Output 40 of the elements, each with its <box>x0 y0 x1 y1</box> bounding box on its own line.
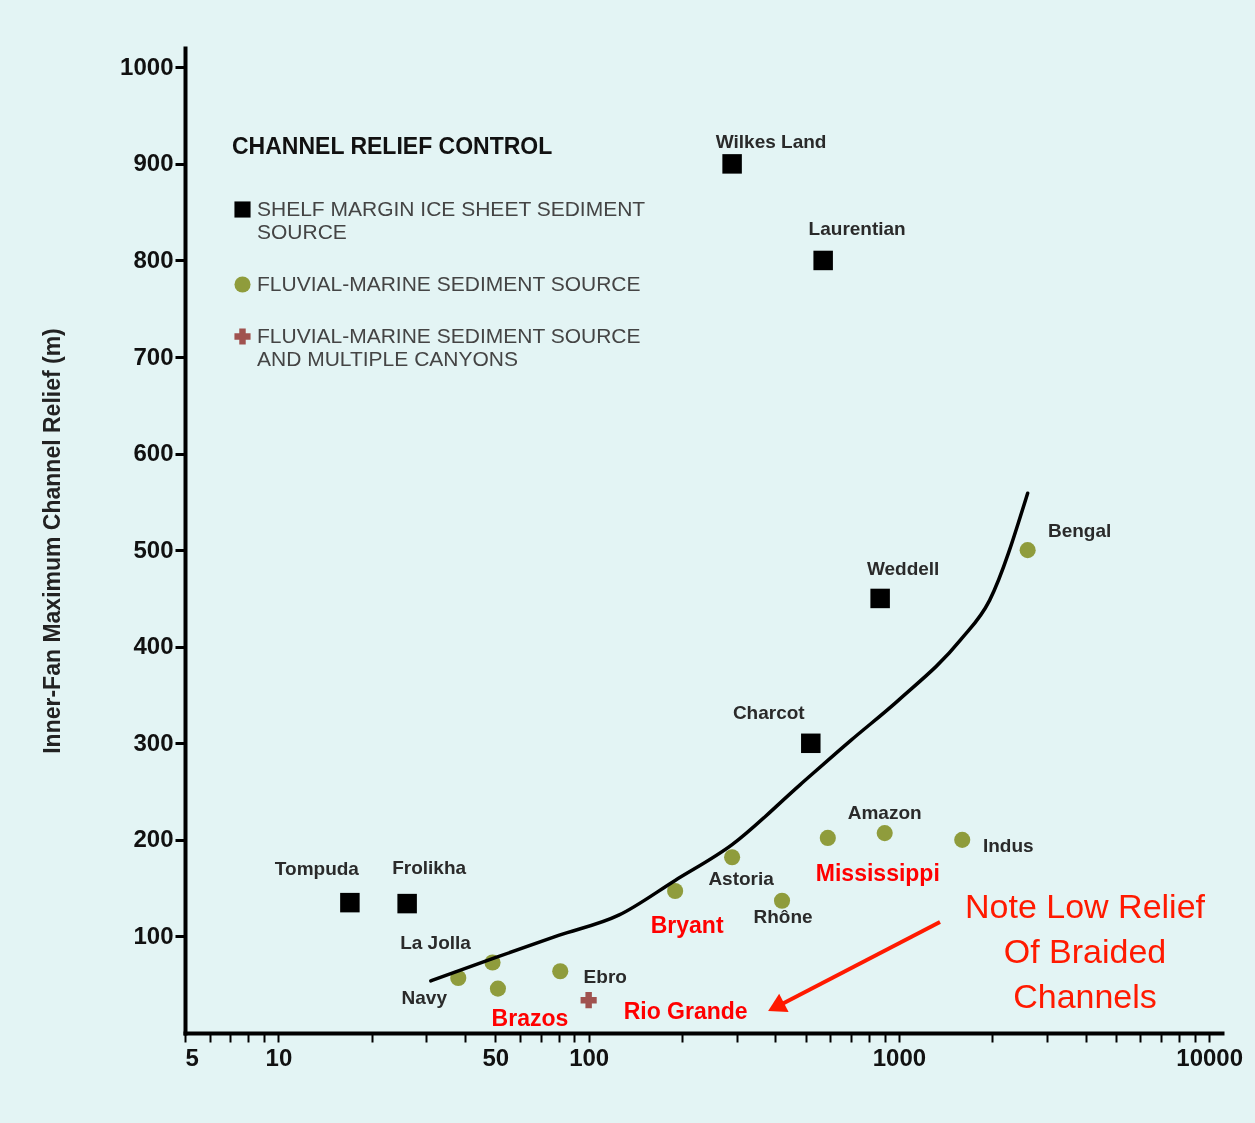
y-tick-label: 1000 <box>120 52 174 80</box>
y-tick-label: 800 <box>133 245 174 273</box>
annotation: Wilkes Land <box>715 130 827 152</box>
annotation: Amazon <box>847 802 922 824</box>
annotation: Frolikha <box>392 856 467 878</box>
x-tick-label: 100 <box>569 1043 610 1071</box>
annotation: Weddell <box>866 558 940 580</box>
y-tick-label: 600 <box>133 439 174 467</box>
legend-title: CHANNEL RELIEF CONTROL <box>232 133 553 159</box>
x-tick-label: 5 <box>185 1043 199 1071</box>
x-tick-label: 50 <box>482 1043 510 1071</box>
annotation: Ebro <box>583 966 627 988</box>
annotation: Navy <box>401 986 448 1008</box>
annotation: Rhône <box>753 905 813 927</box>
legend-label: FLUVIAL-MARINE SEDIMENT SOURCE <box>257 271 641 295</box>
y-tick-label: 900 <box>133 149 174 177</box>
annotation: Rio Grande <box>623 998 748 1025</box>
annotation: Indus <box>982 834 1034 856</box>
x-tick-label: 10 <box>265 1043 293 1071</box>
y-tick-label: 200 <box>133 825 174 853</box>
y-tick-label: 700 <box>133 342 174 370</box>
x-tick-label: 1000 <box>872 1043 927 1071</box>
annotation: Mississippi <box>815 859 940 886</box>
x-tick-label: 10000 <box>1176 1043 1244 1071</box>
y-tick-label: 400 <box>133 632 174 660</box>
annotation: Bryant <box>650 912 724 939</box>
legend-label: FLUVIAL-MARINE SEDIMENT SOURCE AND MULTIPLE CANYONS <box>257 323 641 370</box>
legend-label: SHELF MARGIN ICE SHEET SEDIMENT SOURCE <box>257 196 646 243</box>
annotation: Brazos <box>491 1004 569 1031</box>
annotation: La Jolla <box>400 931 472 953</box>
annotation: Tompuda <box>274 857 360 879</box>
y-axis-title: Inner-Fan Maximum Channel Relief (m) <box>39 328 66 754</box>
annotation: Charcot <box>732 702 806 724</box>
y-tick-label: 300 <box>133 728 174 756</box>
y-tick-label: 100 <box>133 921 174 949</box>
annotation: Note Low Relief Of Braided Channels <box>964 887 1206 1015</box>
annotation: Laurentian <box>808 218 906 240</box>
annotation: Astoria <box>708 868 775 890</box>
y-tick-label: 500 <box>133 535 174 563</box>
annotation: Bengal <box>1047 520 1112 542</box>
